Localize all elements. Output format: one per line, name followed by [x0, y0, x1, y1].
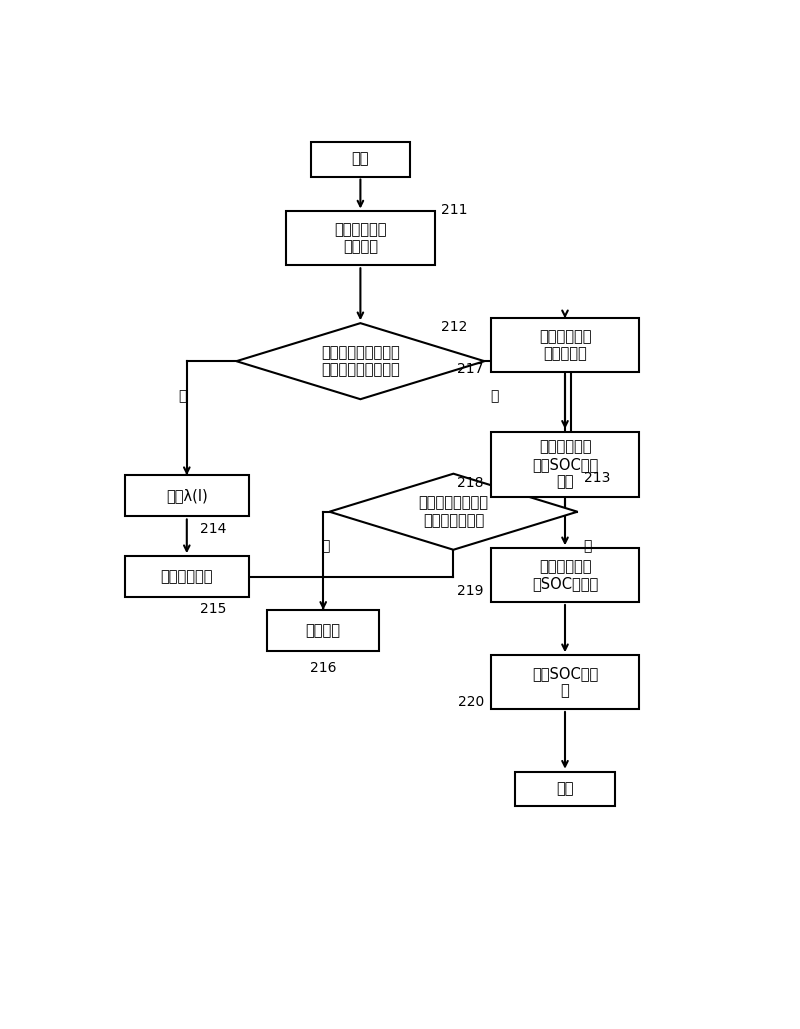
- Text: 否: 否: [584, 539, 592, 554]
- Text: 开始: 开始: [352, 151, 369, 167]
- Text: 是: 是: [490, 389, 499, 403]
- FancyBboxPatch shape: [125, 475, 249, 517]
- FancyBboxPatch shape: [125, 556, 249, 597]
- FancyBboxPatch shape: [515, 772, 614, 807]
- Text: 反模糊化以得
到SOC的数值: 反模糊化以得 到SOC的数值: [532, 559, 598, 592]
- Text: 根据推理规则
得到SOC的模
糊值: 根据推理规则 得到SOC的模 糊值: [532, 439, 598, 489]
- FancyBboxPatch shape: [286, 211, 435, 265]
- Text: 是: 是: [321, 539, 330, 554]
- Text: 214: 214: [201, 522, 227, 536]
- Text: 212: 212: [441, 320, 467, 334]
- Text: 216: 216: [310, 661, 337, 675]
- Text: 输入电压、电
流和温度: 输入电压、电 流和温度: [334, 222, 386, 254]
- Text: 输出SOC的数
值: 输出SOC的数 值: [532, 666, 598, 699]
- FancyBboxPatch shape: [490, 318, 639, 372]
- Polygon shape: [330, 473, 578, 549]
- FancyBboxPatch shape: [490, 548, 639, 602]
- Text: 报告异常: 报告异常: [306, 624, 341, 638]
- Text: 结束: 结束: [556, 782, 574, 796]
- Polygon shape: [237, 323, 485, 399]
- FancyBboxPatch shape: [267, 610, 379, 651]
- Text: 工作电流与标准电流
之差在预设范围内？: 工作电流与标准电流 之差在预设范围内？: [321, 345, 400, 378]
- Text: 211: 211: [441, 203, 467, 217]
- Text: 219: 219: [458, 583, 484, 598]
- Text: 模糊化电压修
正值和温度: 模糊化电压修 正值和温度: [538, 329, 591, 361]
- Text: 215: 215: [201, 602, 227, 616]
- Text: 修正工作电压: 修正工作电压: [161, 569, 213, 584]
- Text: 否: 否: [178, 389, 187, 403]
- Text: 213: 213: [584, 470, 610, 485]
- Text: 电压修正值和温度
是否超出范围？: 电压修正值和温度 是否超出范围？: [418, 496, 488, 528]
- FancyBboxPatch shape: [310, 142, 410, 177]
- Text: 220: 220: [458, 695, 484, 709]
- Text: 217: 217: [458, 362, 484, 377]
- Text: 获取λ(I): 获取λ(I): [166, 489, 208, 503]
- FancyBboxPatch shape: [490, 432, 639, 497]
- Text: 218: 218: [458, 476, 484, 490]
- FancyBboxPatch shape: [490, 655, 639, 709]
